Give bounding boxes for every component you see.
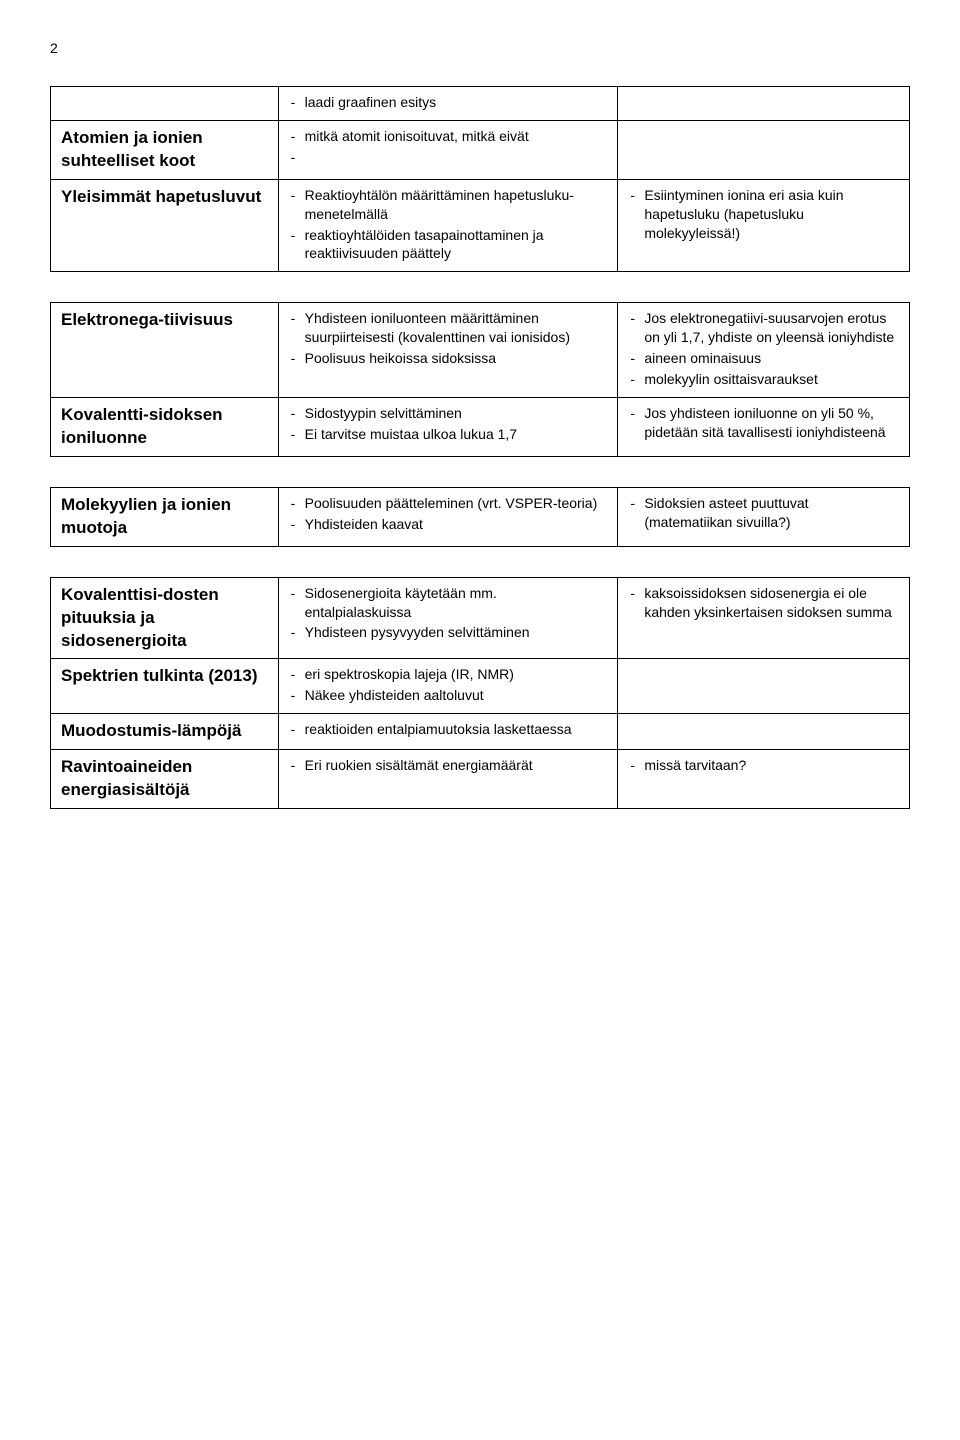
table-row: Elektronega-tiivisuus Yhdisteen ioniluon… xyxy=(51,303,910,398)
list-item: Poolisuuden päätteleminen (vrt. VSPER-te… xyxy=(305,494,608,513)
table-row: Spektrien tulkinta (2013) eri spektrosko… xyxy=(51,659,910,714)
table-row: Atomien ja ionien suhteelliset koot mitk… xyxy=(51,120,910,179)
row-right: Sidoksien asteet puuttuvat (matematiikan… xyxy=(618,487,910,546)
table-row: laadi graafinen esitys xyxy=(51,87,910,121)
row-mid: mitkä atomit ionisoituvat, mitkä eivät xyxy=(278,120,618,179)
table-row: Kovalentti-sidoksen ioniluonne Sidostyyp… xyxy=(51,397,910,456)
list-item: Jos elektronegatiivi-suusarvojen erotus … xyxy=(644,309,899,347)
row-mid: reaktioiden entalpiamuutoksia laskettaes… xyxy=(278,714,618,750)
row-mid: Sidostyypin selvittäminen Ei tarvitse mu… xyxy=(278,397,618,456)
table-row: Kovalenttisi-dosten pituuksia ja sidosen… xyxy=(51,577,910,659)
table-row: Ravintoaineiden energiasisältöjä Eri ruo… xyxy=(51,750,910,809)
list-item: mitkä atomit ionisoituvat, mitkä eivät xyxy=(305,127,608,146)
page-number: 2 xyxy=(50,40,910,56)
list-item: Esiintyminen ionina eri asia kuin hapetu… xyxy=(644,186,899,243)
row-mid: Eri ruokien sisältämät energiamäärät xyxy=(278,750,618,809)
row-right: Jos yhdisteen ioniluonne on yli 50 %, pi… xyxy=(618,397,910,456)
row-heading xyxy=(51,87,279,121)
row-heading: Kovalenttisi-dosten pituuksia ja sidosen… xyxy=(51,577,279,659)
row-mid: Yhdisteen ioniluonteen määrittäminen suu… xyxy=(278,303,618,398)
row-mid: Sidosenergioita käytetään mm. entalpiala… xyxy=(278,577,618,659)
row-heading: Atomien ja ionien suhteelliset koot xyxy=(51,120,279,179)
list-item: laadi graafinen esitys xyxy=(305,93,608,112)
row-heading: Kovalentti-sidoksen ioniluonne xyxy=(51,397,279,456)
table-3: Molekyylien ja ionien muotoja Poolisuude… xyxy=(50,487,910,547)
list-item: kaksoissidoksen sidosenergia ei ole kahd… xyxy=(644,584,899,622)
row-mid: Reaktioyhtälön määrittäminen hapetusluku… xyxy=(278,179,618,272)
row-right: Esiintyminen ionina eri asia kuin hapetu… xyxy=(618,179,910,272)
row-right xyxy=(618,87,910,121)
row-mid: eri spektroskopia lajeja (IR, NMR) Näkee… xyxy=(278,659,618,714)
list-item: Ei tarvitse muistaa ulkoa lukua 1,7 xyxy=(305,425,608,444)
list-item: missä tarvitaan? xyxy=(644,756,899,775)
list-item: Poolisuus heikoissa sidoksissa xyxy=(305,349,608,368)
row-right xyxy=(618,659,910,714)
row-mid: laadi graafinen esitys xyxy=(278,87,618,121)
row-heading: Spektrien tulkinta (2013) xyxy=(51,659,279,714)
row-heading: Molekyylien ja ionien muotoja xyxy=(51,487,279,546)
table-2: Elektronega-tiivisuus Yhdisteen ioniluon… xyxy=(50,302,910,456)
row-right: missä tarvitaan? xyxy=(618,750,910,809)
list-item: Eri ruokien sisältämät energiamäärät xyxy=(305,756,608,775)
table-row: Muodostumis-lämpöjä reaktioiden entalpia… xyxy=(51,714,910,750)
list-item: Sidosenergioita käytetään mm. entalpiala… xyxy=(305,584,608,622)
list-item: reaktioyhtälöiden tasapainottaminen ja r… xyxy=(305,226,608,264)
list-item: Yhdisteiden kaavat xyxy=(305,515,608,534)
list-item: eri spektroskopia lajeja (IR, NMR) xyxy=(305,665,608,684)
row-right xyxy=(618,714,910,750)
list-item: Jos yhdisteen ioniluonne on yli 50 %, pi… xyxy=(644,404,899,442)
row-right: Jos elektronegatiivi-suusarvojen erotus … xyxy=(618,303,910,398)
row-heading: Muodostumis-lämpöjä xyxy=(51,714,279,750)
table-4: Kovalenttisi-dosten pituuksia ja sidosen… xyxy=(50,577,910,809)
row-heading: Elektronega-tiivisuus xyxy=(51,303,279,398)
row-heading: Ravintoaineiden energiasisältöjä xyxy=(51,750,279,809)
table-row: Molekyylien ja ionien muotoja Poolisuude… xyxy=(51,487,910,546)
row-mid: Poolisuuden päätteleminen (vrt. VSPER-te… xyxy=(278,487,618,546)
list-item: molekyylin osittaisvaraukset xyxy=(644,370,899,389)
list-item: aineen ominaisuus xyxy=(644,349,899,368)
list-item: Yhdisteen pysyvyyden selvittäminen xyxy=(305,623,608,642)
list-item: reaktioiden entalpiamuutoksia laskettaes… xyxy=(305,720,608,739)
row-heading: Yleisimmät hapetusluvut xyxy=(51,179,279,272)
table-row: Yleisimmät hapetusluvut Reaktioyhtälön m… xyxy=(51,179,910,272)
table-1: laadi graafinen esitys Atomien ja ionien… xyxy=(50,86,910,272)
list-item: Sidostyypin selvittäminen xyxy=(305,404,608,423)
row-right xyxy=(618,120,910,179)
list-item: Reaktioyhtälön määrittäminen hapetusluku… xyxy=(305,186,608,224)
row-right: kaksoissidoksen sidosenergia ei ole kahd… xyxy=(618,577,910,659)
list-item: Sidoksien asteet puuttuvat (matematiikan… xyxy=(644,494,899,532)
list-item: Yhdisteen ioniluonteen määrittäminen suu… xyxy=(305,309,608,347)
list-item: Näkee yhdisteiden aaltoluvut xyxy=(305,686,608,705)
